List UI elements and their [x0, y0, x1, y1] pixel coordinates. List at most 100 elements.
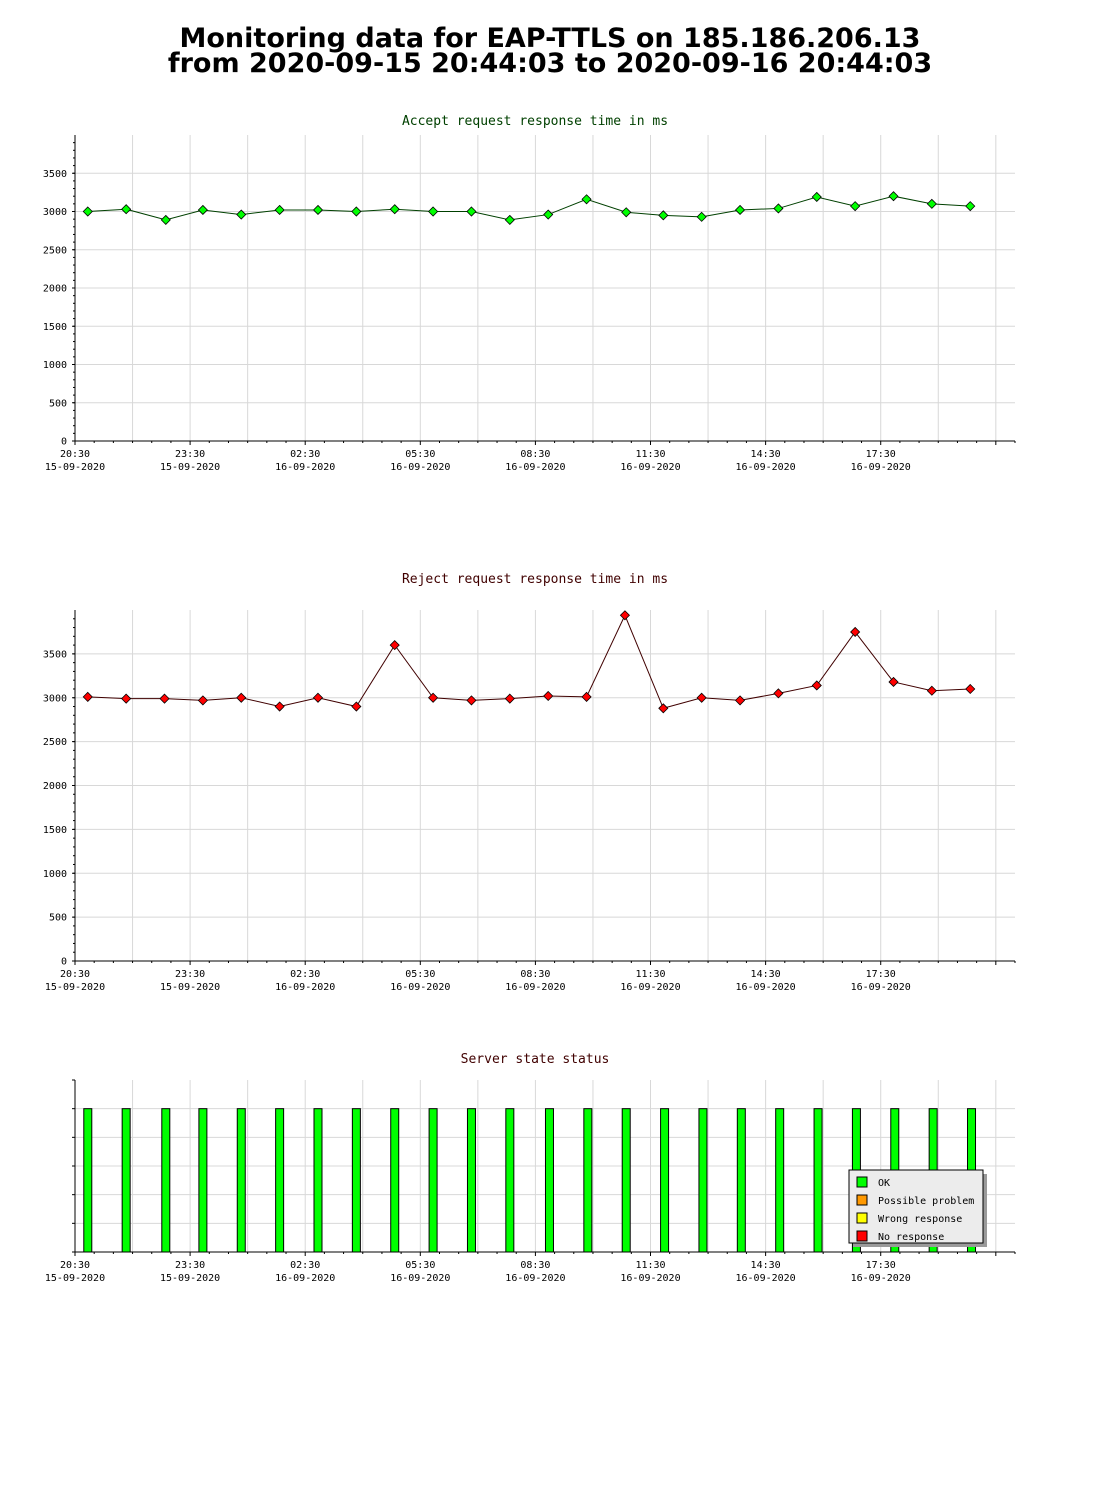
status-bar	[466, 1108, 476, 1253]
status-bar	[83, 1108, 93, 1253]
data-point-marker	[543, 209, 554, 220]
legend-swatch	[856, 1194, 868, 1206]
legend-swatch	[856, 1230, 868, 1242]
x-tick-time-label: 05:30	[405, 969, 435, 980]
x-tick-date-label: 16-09-2020	[390, 982, 450, 993]
x-tick-date-label: 16-09-2020	[505, 1273, 565, 1284]
data-point-marker	[658, 210, 669, 221]
data-point-marker	[82, 691, 93, 702]
status-bar	[775, 1108, 785, 1253]
status-bar	[621, 1108, 631, 1253]
data-point-marker	[850, 626, 861, 638]
data-point-marker	[504, 693, 515, 704]
data-point-marker	[236, 209, 247, 220]
x-tick-date-label: 16-09-2020	[620, 982, 680, 993]
x-tick-time-label: 20:30	[60, 1260, 90, 1271]
x-tick-date-label: 16-09-2020	[275, 982, 335, 993]
data-point-marker	[197, 204, 208, 216]
status-bar	[583, 1108, 593, 1253]
x-tick-time-label: 02:30	[290, 449, 320, 460]
y-tick-label: 2500	[43, 245, 67, 256]
y-tick-label: 500	[49, 398, 67, 409]
x-tick-time-label: 11:30	[635, 969, 665, 980]
status-bar	[505, 1108, 515, 1253]
data-point-marker	[121, 693, 132, 704]
x-tick-time-label: 08:30	[520, 1260, 550, 1271]
status-bar	[275, 1108, 285, 1253]
x-tick-time-label: 11:30	[635, 449, 665, 460]
x-tick-time-label: 05:30	[405, 449, 435, 460]
x-tick-date-label: 16-09-2020	[505, 462, 565, 473]
x-tick-date-label: 16-09-2020	[736, 1273, 796, 1284]
status-bar	[161, 1108, 171, 1253]
status-bar	[736, 1108, 746, 1253]
data-point-marker	[312, 204, 324, 216]
x-tick-date-label: 15-09-2020	[45, 462, 105, 473]
x-tick-date-label: 16-09-2020	[620, 1273, 680, 1284]
series-line	[87, 195, 971, 221]
x-tick-date-label: 16-09-2020	[275, 462, 335, 473]
y-tick-label: 3500	[43, 649, 67, 660]
status-bar	[428, 1108, 438, 1253]
x-tick-time-label: 02:30	[290, 969, 320, 980]
y-tick-label: 2000	[43, 284, 67, 295]
y-tick-label: 0	[61, 437, 67, 448]
x-tick-date-label: 16-09-2020	[736, 982, 796, 993]
data-point-marker	[159, 693, 170, 704]
data-point-marker	[965, 201, 976, 212]
data-point-marker	[619, 610, 630, 621]
status-bar	[813, 1108, 823, 1253]
status-bar	[544, 1108, 554, 1253]
x-tick-time-label: 14:30	[751, 969, 781, 980]
x-tick-date-label: 15-09-2020	[160, 1273, 220, 1284]
x-tick-time-label: 08:30	[520, 449, 550, 460]
data-point-marker	[696, 211, 707, 222]
chart-title: Accept request response time in ms	[402, 114, 668, 129]
data-point-marker	[160, 214, 171, 225]
server-state-status-chart: Server state status 20:30 15-09-2020 23:30 1…	[45, 1052, 1016, 1284]
data-point-marker	[888, 676, 899, 688]
data-point-marker	[274, 204, 285, 216]
page-title-line-2: from 2020-09-15 20:44:03 to 2020-09-16 2…	[167, 48, 933, 79]
x-tick-time-label: 23:30	[175, 1260, 205, 1271]
status-bar	[236, 1108, 246, 1253]
x-tick-time-label: 17:30	[866, 1260, 896, 1271]
data-point-marker	[466, 695, 477, 706]
x-tick-time-label: 05:30	[405, 1260, 435, 1271]
legend-swatch	[856, 1212, 868, 1224]
x-tick-time-label: 20:30	[60, 969, 90, 980]
x-tick-time-label: 02:30	[290, 1260, 320, 1271]
data-point-marker	[351, 701, 362, 712]
legend-label: Possible problem	[878, 1196, 974, 1207]
y-tick-label: 2000	[43, 781, 67, 792]
x-tick-time-label: 23:30	[175, 449, 205, 460]
data-point-marker	[773, 688, 784, 699]
x-tick-date-label: 16-09-2020	[851, 1273, 911, 1284]
data-point-marker	[581, 194, 592, 205]
data-point-marker	[197, 695, 208, 706]
data-point-marker	[236, 692, 247, 703]
y-tick-label: 1000	[43, 869, 67, 880]
x-tick-time-label: 17:30	[866, 449, 896, 460]
x-tick-time-label: 08:30	[520, 969, 550, 980]
status-bar	[198, 1108, 208, 1253]
data-point-marker	[581, 691, 592, 702]
data-point-marker	[658, 703, 669, 714]
y-tick-label: 1000	[43, 360, 67, 371]
x-tick-time-label: 14:30	[751, 449, 781, 460]
data-point-marker	[389, 640, 400, 651]
x-tick-time-label: 20:30	[60, 449, 90, 460]
x-tick-date-label: 16-09-2020	[390, 1273, 450, 1284]
data-point-marker	[888, 191, 899, 202]
data-point-marker	[389, 204, 400, 215]
y-tick-label: 1500	[43, 322, 67, 333]
data-point-marker	[926, 685, 937, 696]
y-tick-label: 3000	[43, 693, 67, 704]
y-tick-label: 2500	[43, 737, 67, 748]
chart-title: Server state status	[461, 1052, 610, 1067]
legend-label: OK	[878, 1178, 890, 1189]
legend-swatch	[856, 1176, 868, 1188]
data-point-marker	[734, 204, 746, 216]
data-point-marker	[926, 198, 937, 209]
status-bar	[390, 1108, 400, 1253]
